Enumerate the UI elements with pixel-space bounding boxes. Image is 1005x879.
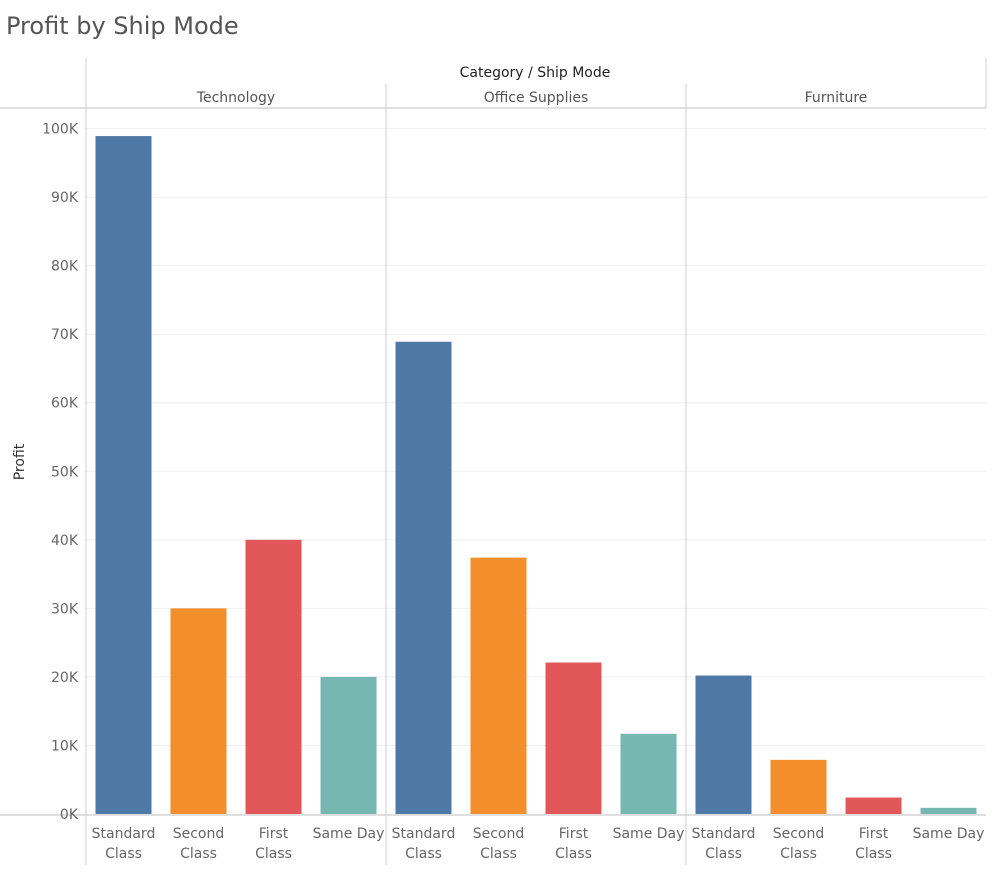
x-tick-label: Standard — [392, 826, 456, 842]
bar[interactable] — [770, 759, 827, 814]
x-tick-label: Second — [473, 826, 525, 842]
bar[interactable] — [320, 676, 377, 814]
y-tick-label: 80K — [51, 259, 79, 275]
x-tick-label: Class — [180, 846, 217, 862]
x-tick-label: Class — [855, 846, 892, 862]
x-tick-label: Class — [780, 846, 817, 862]
x-tick-label: Second — [773, 826, 825, 842]
category-panels: Technology Standard Class Second Class First C… — [92, 84, 985, 865]
x-tick-label: Same Day — [913, 826, 985, 842]
bar[interactable] — [245, 539, 302, 814]
bar[interactable] — [545, 662, 602, 814]
bar[interactable] — [695, 675, 752, 814]
x-tick-label: First — [259, 826, 289, 842]
category-label: Furniture — [805, 90, 868, 106]
y-axis-label: Profit — [12, 443, 28, 480]
y-tick-label: 90K — [51, 190, 79, 206]
panel-technology: Technology Standard Class Second Class First C… — [92, 90, 385, 862]
panel-dividers — [0, 58, 987, 865]
x-tick-label: Class — [705, 846, 742, 862]
bar[interactable] — [170, 608, 227, 814]
bar[interactable] — [95, 136, 152, 814]
y-tick-label: 50K — [51, 464, 79, 480]
column-header: Category / Ship Mode — [460, 65, 611, 81]
x-tick-label: Standard — [692, 826, 756, 842]
x-tick-label: Class — [480, 846, 517, 862]
y-tick-label: 100K — [42, 122, 79, 138]
x-tick-label: First — [559, 826, 589, 842]
category-label: Technology — [196, 90, 275, 106]
y-tick-label: 30K — [51, 601, 79, 617]
y-tick-label: 40K — [51, 533, 79, 549]
x-tick-label: Same Day — [313, 826, 385, 842]
panel-office-supplies: Office Supplies Standard Class Second Class F… — [385, 84, 685, 865]
x-tick-label: Second — [173, 826, 225, 842]
bar[interactable] — [470, 557, 527, 814]
x-tick-label: Same Day — [613, 826, 685, 842]
x-tick-label: Class — [405, 846, 442, 862]
y-tick-label: 20K — [51, 670, 79, 686]
y-tick-label: 0K — [60, 807, 79, 823]
bar[interactable] — [620, 733, 677, 814]
bar[interactable] — [845, 797, 902, 814]
x-tick-label: First — [859, 826, 889, 842]
x-tick-label: Class — [555, 846, 592, 862]
x-tick-label: Class — [105, 846, 142, 862]
chart-title: Profit by Ship Mode — [6, 12, 239, 40]
panel-furniture: Furniture Standard Class Second Class First Cl… — [685, 84, 985, 865]
y-tick-label: 60K — [51, 396, 79, 412]
bar[interactable] — [395, 341, 452, 814]
category-label: Office Supplies — [484, 90, 589, 106]
y-tick-label: 10K — [51, 738, 79, 754]
x-tick-label: Standard — [92, 826, 156, 842]
y-axis: 0K 10K 20K 30K 40K 50K 60K 70K 80K 90K 100K — [42, 122, 79, 823]
x-tick-label: Class — [255, 846, 292, 862]
bar[interactable] — [920, 807, 977, 814]
gridlines — [86, 128, 986, 746]
y-tick-label: 70K — [51, 327, 79, 343]
